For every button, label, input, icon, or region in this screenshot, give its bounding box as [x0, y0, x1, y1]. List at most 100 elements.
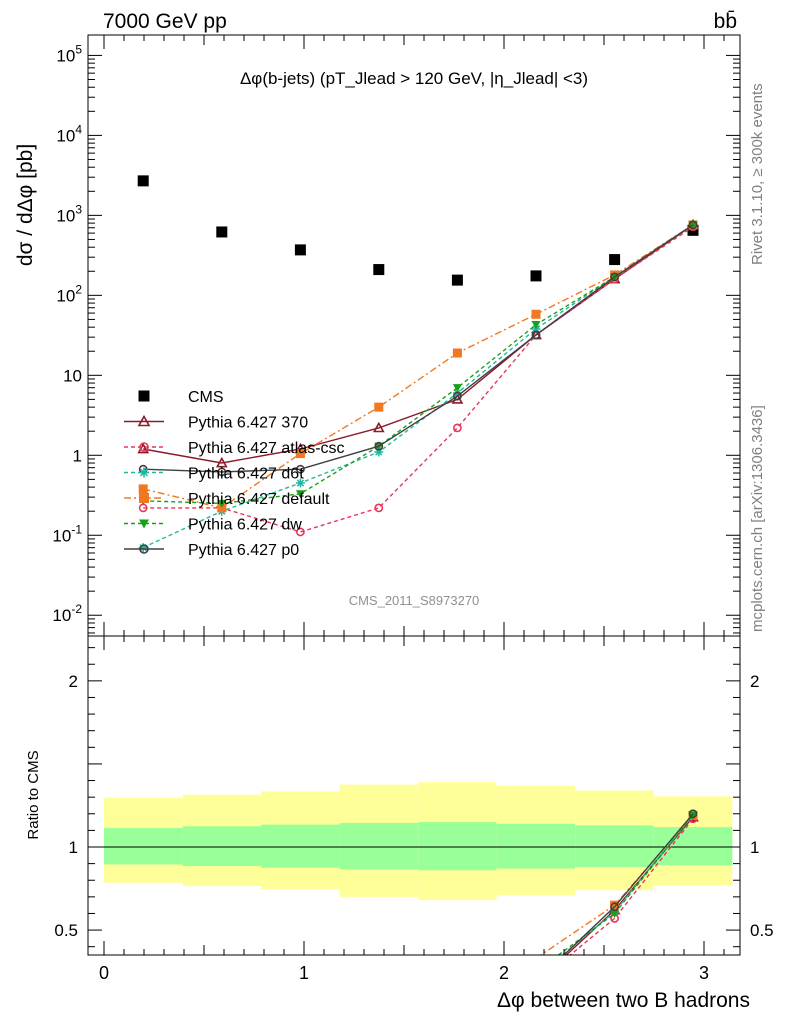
ratio-y-tick-label-right: 1	[750, 838, 759, 857]
green-band	[575, 825, 654, 867]
data-point	[374, 447, 384, 457]
data-point	[374, 402, 384, 412]
legend-marker	[139, 493, 149, 503]
legend: CMS Pythia 6.427 370 Pythia 6.427 atlas-cs…	[124, 389, 345, 559]
ratio-point	[610, 902, 619, 912]
ratio-y-tick-label: 1	[69, 838, 78, 857]
ratio-point	[688, 809, 698, 819]
data-point	[372, 421, 385, 433]
series-line	[143, 226, 694, 533]
data-point	[295, 464, 305, 474]
ratio-series-pythia-6-427-p0	[562, 809, 698, 955]
data-point	[217, 499, 227, 508]
legend-item: Pythia 6.427 p0	[124, 542, 299, 559]
y-tick-label: 10	[63, 366, 82, 385]
data-point	[609, 254, 621, 266]
data-point	[452, 384, 462, 393]
x-tick-label: 0	[99, 963, 109, 983]
main-series	[137, 175, 699, 553]
data-point	[531, 330, 541, 340]
series-cms	[137, 175, 699, 286]
data-point	[217, 467, 227, 477]
legend-label: Pythia 6.427 default	[188, 491, 330, 508]
y-tick-label: 10-1	[52, 522, 82, 545]
ratio-panel: 0.5 0.5 1 1 2 2 0 1 2 3 Ratio to CMS Δφ between t…	[25, 635, 774, 1012]
data-point	[688, 220, 698, 230]
green-band	[496, 823, 576, 869]
green-band	[339, 822, 419, 870]
legend-label: Pythia 6.427 dw	[188, 517, 302, 534]
legend-marker	[139, 442, 149, 452]
x-tick-label: 2	[499, 963, 509, 983]
data-point	[531, 321, 541, 330]
ratio-y-tick-label: 0.5	[54, 921, 78, 940]
x-tick-label: 3	[699, 963, 709, 983]
data-point	[138, 543, 148, 553]
data-point	[531, 309, 541, 319]
data-point	[295, 449, 305, 459]
series-line	[143, 224, 694, 509]
green-band	[182, 826, 261, 867]
y-tick-label: 1	[73, 446, 82, 465]
legend-label: Pythia 6.427 370	[188, 415, 308, 432]
legend-item: Pythia 6.427 d6t	[124, 466, 304, 483]
ratio-line	[562, 813, 694, 955]
legend-marker	[139, 467, 149, 478]
data-point	[294, 244, 306, 256]
y-tick-label: 10-2	[52, 602, 82, 625]
data-point	[295, 490, 305, 499]
main-axes: 10-2 10-1 1 10 102 103 104 105	[52, 34, 741, 637]
ratio-y-tick-label: 2	[69, 672, 78, 691]
analysis-watermark: CMS_2011_S8973270	[349, 593, 480, 608]
legend-label: Pythia 6.427 d6t	[188, 466, 304, 483]
legend-item: Pythia 6.427 dw	[124, 517, 302, 534]
series-line	[143, 224, 694, 464]
legend-marker	[138, 390, 150, 402]
y-tick-label: 105	[56, 42, 82, 65]
data-point	[295, 478, 305, 488]
legend-label: Pythia 6.427 p0	[188, 542, 299, 559]
ratio-point	[610, 909, 620, 918]
legend-label: Pythia 6.427 atlas-csc	[188, 440, 345, 457]
y-tick-label: 104	[56, 122, 82, 145]
series-line	[143, 224, 694, 473]
ratio-uncertainty-bands	[88, 782, 740, 901]
data-point	[374, 441, 384, 451]
series-pythia-6-427-p0	[138, 220, 698, 477]
ratio-series-pythia-6-427-dw	[557, 811, 698, 955]
data-point	[451, 274, 463, 286]
ratio-y-axis-label: Ratio to CMS	[25, 750, 42, 839]
legend-item: Pythia 6.427 370	[124, 415, 308, 432]
data-point	[374, 503, 384, 513]
legend-item: Pythia 6.427 atlas-csc	[124, 440, 345, 457]
ratio-line	[569, 818, 694, 955]
data-point	[530, 270, 542, 282]
data-point	[610, 272, 619, 282]
data-point	[216, 226, 228, 238]
legend-item: CMS	[138, 389, 224, 406]
ratio-y-tick-label-right: 0.5	[750, 921, 774, 940]
rivet-version-label: Rivet 3.1.10, ≥ 300k events	[749, 83, 766, 265]
ratio-frame	[87, 635, 741, 956]
data-point	[373, 264, 385, 276]
legend-marker	[139, 544, 149, 554]
legend-item: Pythia 6.427 default	[124, 491, 330, 508]
main-panel: 10-2 10-1 1 10 102 103 104 105 Δφ(b-jets) (pT_J…	[14, 34, 741, 637]
green-band	[261, 824, 340, 868]
legend-marker	[137, 414, 151, 427]
series-line	[143, 224, 694, 505]
x-tick-label: 1	[299, 963, 309, 983]
y-tick-label: 103	[56, 202, 82, 225]
green-band	[653, 827, 733, 866]
ratio-axes: 0.5 0.5 1 1 2 2 0 1 2 3	[54, 635, 774, 983]
ratio-point	[688, 811, 698, 820]
data-point	[138, 484, 148, 494]
data-point	[452, 423, 462, 433]
process-label: bb̄	[714, 10, 737, 33]
legend-marker	[139, 519, 149, 529]
x-axis-label: Δφ between two B hadrons	[497, 989, 750, 1012]
ratio-y-tick-label-right: 2	[750, 672, 759, 691]
data-point	[452, 348, 462, 358]
ratio-point	[610, 900, 620, 910]
